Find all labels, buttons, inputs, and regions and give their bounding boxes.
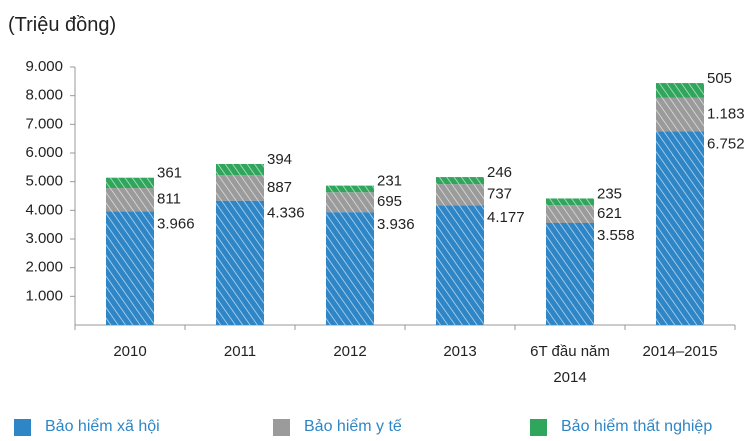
data-label: 3.936 bbox=[377, 216, 415, 233]
bar-hatch bbox=[326, 185, 374, 193]
chart-title: (Triệu đồng) bbox=[8, 14, 117, 36]
x-tick-label: 6T đầu năm 2014 bbox=[530, 343, 610, 386]
y-tick-label: 7.000 bbox=[25, 115, 63, 132]
legend-label: Bảo hiểm thất nghiệp bbox=[561, 418, 713, 435]
bar-hatch bbox=[436, 177, 484, 185]
bar-hatch bbox=[106, 177, 154, 189]
bar-hatch bbox=[106, 188, 154, 212]
data-label: 3.966 bbox=[157, 215, 195, 232]
x-tick-label: 2012 bbox=[333, 343, 367, 360]
bar-hatch bbox=[656, 97, 704, 132]
data-label: 1.183 bbox=[707, 105, 745, 122]
data-label: 394 bbox=[267, 151, 292, 168]
legend-item: Bảo hiểm thất nghiệp bbox=[530, 418, 712, 436]
data-label: 4.336 bbox=[267, 205, 305, 222]
bar-hatch bbox=[546, 198, 594, 206]
bar-hatch bbox=[216, 175, 264, 201]
bar-hatch bbox=[656, 83, 704, 98]
data-label: 887 bbox=[267, 179, 292, 196]
bar-hatch bbox=[436, 184, 484, 206]
data-label: 505 bbox=[707, 70, 732, 87]
bar-hatch bbox=[216, 163, 264, 176]
bar-hatch bbox=[546, 205, 594, 224]
y-tick-label: 3.000 bbox=[25, 230, 63, 247]
bar-hatch bbox=[546, 223, 594, 325]
bar-hatch bbox=[656, 131, 704, 325]
x-tick-label: 2010 bbox=[113, 343, 147, 360]
y-tick-label: 4.000 bbox=[25, 201, 63, 218]
legend-swatch bbox=[530, 418, 547, 436]
x-tick-label: 2011 bbox=[223, 343, 257, 360]
data-label: 621 bbox=[597, 205, 622, 222]
x-tick-label: 2014–2015 bbox=[642, 343, 718, 360]
bar-hatch bbox=[216, 200, 264, 325]
legend-label: Bảo hiểm y tế bbox=[304, 418, 402, 435]
data-label: 811 bbox=[157, 191, 181, 208]
bar-hatch bbox=[436, 205, 484, 325]
legend-item: Bảo hiểm y tế bbox=[273, 418, 402, 436]
data-label: 6.752 bbox=[707, 135, 745, 152]
legend-swatch bbox=[14, 418, 31, 436]
bar-hatch bbox=[326, 192, 374, 213]
y-tick-label: 2.000 bbox=[25, 259, 63, 276]
data-label: 737 bbox=[487, 186, 512, 203]
data-label: 4.177 bbox=[487, 209, 525, 226]
x-tick-label: 2013 bbox=[443, 343, 477, 360]
data-label: 695 bbox=[377, 193, 402, 210]
data-label: 246 bbox=[487, 164, 512, 181]
legend-item: Bảo hiểm xã hội bbox=[14, 418, 160, 436]
y-tick-label: 9.000 bbox=[25, 58, 63, 75]
y-tick-label: 8.000 bbox=[25, 87, 63, 104]
legend-swatch bbox=[273, 418, 290, 436]
bar-hatch bbox=[326, 212, 374, 325]
data-label: 361 bbox=[157, 165, 182, 182]
y-tick-label: 5.000 bbox=[25, 173, 63, 190]
bar-hatch bbox=[106, 211, 154, 325]
y-tick-label: 6.000 bbox=[25, 144, 63, 161]
data-label: 3.558 bbox=[597, 227, 635, 244]
data-label: 231 bbox=[377, 173, 402, 190]
data-label: 235 bbox=[597, 185, 622, 202]
y-tick-label: 1.000 bbox=[25, 287, 63, 304]
legend-label: Bảo hiểm xã hội bbox=[45, 418, 160, 435]
